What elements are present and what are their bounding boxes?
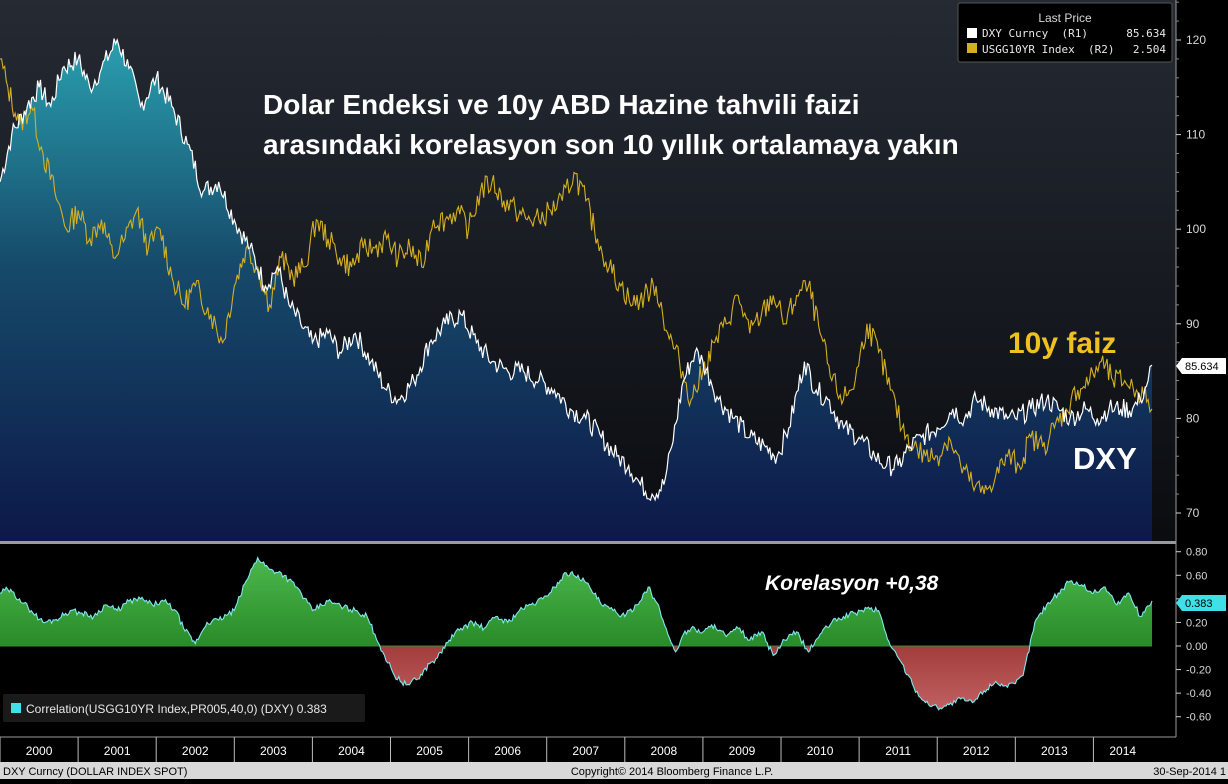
legend-label-correlation: Correlation(USGG10YR Index,PR005,40,0) (… (26, 702, 327, 716)
dxy-annotation: DXY (1073, 441, 1137, 476)
legend-header: Last Price (1038, 11, 1092, 25)
footer-security: DXY Curncy (DOLLAR INDEX SPOT) (3, 766, 187, 778)
correlation-y-tick-label: 0.20 (1186, 617, 1207, 629)
legend-swatch-yield (967, 43, 977, 53)
year-tick-label: 2009 (729, 744, 756, 758)
year-tick-label: 2013 (1041, 744, 1068, 758)
year-tick-label: 2012 (963, 744, 990, 758)
footer-bar (0, 762, 1228, 779)
footer-copyright: Copyright© 2014 Bloomberg Finance L.P. (571, 766, 773, 778)
legend-swatch-correlation (11, 703, 21, 713)
price-y-tick-label: 100 (1186, 222, 1206, 236)
correlation-area-layer (0, 556, 1153, 711)
correlation-y-tick-label: -0.20 (1186, 665, 1211, 677)
dxy-area (0, 38, 1152, 541)
year-tick-label: 2002 (182, 744, 209, 758)
correlation-positive-area (0, 557, 1152, 646)
price-legend: Last Price DXY Curncy (R1) 85.634 USGG10… (957, 2, 1173, 63)
correlation-y-tick-label: -0.60 (1186, 712, 1211, 724)
year-tick-label: 2001 (104, 744, 131, 758)
year-tick-label: 2011 (885, 744, 911, 758)
correlation-negative-area (0, 646, 1152, 710)
correlation-annotation: Korelasyon +0,38 (765, 572, 939, 595)
x-axis-strip (0, 737, 1228, 763)
correlation-last-value-badge: 0.383 (1176, 595, 1226, 611)
legend-value-yield: 2.504 (1133, 43, 1166, 56)
dxy-area-layer (0, 38, 1152, 541)
legend-swatch-dxy (967, 28, 977, 38)
correlation-y-tick-label: 0.00 (1186, 641, 1207, 653)
year-tick-label: 2008 (651, 744, 678, 758)
dxy-line (0, 38, 1153, 502)
year-tick-label: 2003 (260, 744, 287, 758)
correlation-legend: Correlation(USGG10YR Index,PR005,40,0) (… (3, 694, 365, 722)
price-y-tick-label: 110 (1186, 128, 1205, 142)
correlation-y-tick-label: 0.80 (1186, 547, 1207, 559)
correlation-y-tick-label: 0.60 (1186, 570, 1207, 582)
price-y-tick-label: 80 (1186, 411, 1200, 425)
year-tick-label: 2006 (494, 744, 521, 758)
year-tick-label: 2010 (807, 744, 834, 758)
year-tick-label: 2005 (416, 744, 443, 758)
legend-value-dxy: 85.634 (1126, 27, 1166, 40)
correlation-line (0, 556, 1153, 711)
svg-text:85.634: 85.634 (1185, 361, 1219, 373)
footer-date: 30-Sep-2014 1 (1153, 766, 1226, 778)
correlation-y-tick-label: -0.40 (1186, 688, 1211, 700)
legend-label-dxy: DXY Curncy (R1) (982, 27, 1088, 40)
year-tick-label: 2007 (572, 744, 599, 758)
year-tick-label: 2000 (26, 744, 53, 758)
price-y-axis: 70 80 90 100 110 120 (1176, 1, 1206, 520)
price-y-tick-label: 90 (1186, 317, 1200, 331)
chart-title-line-1: Dolar Endeksi ve 10y ABD Hazine tahvili … (263, 89, 860, 120)
legend-label-yield: USGG10YR Index (R2) (982, 43, 1114, 56)
panel-divider (0, 541, 1228, 544)
yield-annotation: 10y faiz (1008, 327, 1116, 360)
price-lines-layer (0, 38, 1153, 502)
year-axis: 2000 2001 2002 2003 2004 2005 2006 2007 2008 2009… (0, 737, 1136, 762)
dxy-last-value-badge: 85.634 (1176, 358, 1226, 374)
year-tick-label: 2004 (338, 744, 365, 758)
yield-line (0, 58, 1153, 495)
chart-title-line-2: arasındaki korelasyon son 10 yıllık orta… (263, 129, 959, 160)
year-tick-label: 2014 (1109, 744, 1136, 758)
price-y-tick-label: 120 (1186, 33, 1206, 47)
svg-text:0.383: 0.383 (1185, 598, 1213, 610)
price-y-tick-label: 70 (1186, 506, 1200, 520)
